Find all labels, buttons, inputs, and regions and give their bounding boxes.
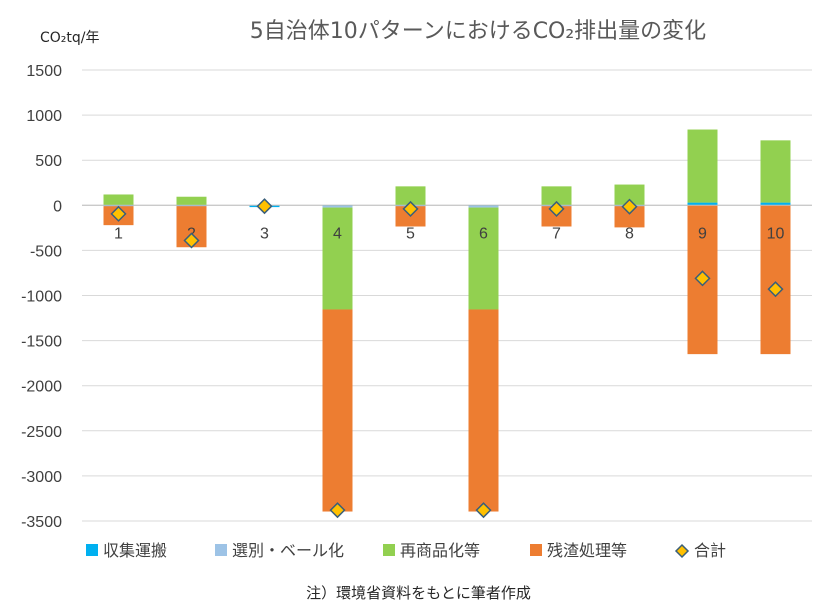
legend-swatch (215, 544, 227, 556)
bar-segment (687, 129, 718, 203)
x-tick-label: 10 (767, 225, 785, 242)
legend-swatch (674, 543, 690, 559)
x-tick-label: 9 (698, 225, 707, 242)
chart-title: 5自治体10パターンにおけるCO₂排出量の変化 (250, 19, 706, 44)
legend-swatch (383, 544, 395, 556)
y-tick-label: -1500 (21, 334, 62, 351)
y-tick-label: -3500 (21, 514, 62, 531)
bar-segment (468, 309, 499, 512)
total-marker (621, 198, 638, 215)
y-axis-label: CO₂tq/年 (40, 30, 100, 46)
source-note: 注）環境省資料をもとに筆者作成 (306, 584, 531, 602)
bar-segment (322, 309, 353, 512)
bar-segment (176, 196, 207, 206)
bar-segment (468, 207, 499, 310)
y-tick-label: -1000 (21, 289, 62, 306)
x-tick-label: 1 (114, 225, 123, 242)
total-marker (402, 200, 419, 217)
y-tick-label: -2500 (21, 424, 62, 441)
y-tick-label: 500 (35, 153, 62, 170)
x-tick-label: 3 (260, 225, 269, 242)
bar-segment (760, 140, 791, 203)
y-tick-label: 0 (53, 198, 62, 215)
legend-label: 残渣処理等 (547, 541, 627, 560)
bar-segment (541, 186, 572, 206)
x-tick-label: 5 (406, 225, 415, 242)
bar-segment (322, 205, 353, 208)
total-marker (475, 502, 492, 519)
legend-label: 再商品化等 (400, 541, 480, 560)
y-tick-label: -3000 (21, 469, 62, 486)
bar-segment (760, 202, 791, 206)
total-marker (767, 281, 784, 298)
bar-segment (395, 186, 426, 206)
bar-segment (103, 194, 134, 206)
total-marker (694, 270, 711, 287)
y-tick-label: 1500 (26, 63, 62, 80)
legend-label: 選別・ベール化 (232, 541, 344, 560)
y-axis-ticks: 1500 1000 500 0 -500 -1000 -1500 -2000 -2500 -300… (21, 63, 62, 531)
legend-swatch (86, 544, 98, 556)
total-marker (548, 200, 565, 217)
bar-segment (322, 207, 353, 310)
bar-segment (687, 202, 718, 206)
bar-segment (468, 205, 499, 208)
legend-label: 収集運搬 (103, 541, 167, 560)
legend: 収集運搬 選別・ベール化 再商品化等 残渣処理等 合計 (86, 541, 726, 560)
x-tick-label: 8 (625, 225, 634, 242)
x-tick-label: 7 (552, 225, 561, 242)
x-axis-labels: 12345678910 (114, 225, 784, 242)
legend-swatch (530, 544, 542, 556)
legend-label: 合計 (694, 541, 726, 560)
total-marker (329, 502, 346, 519)
x-tick-label: 6 (479, 225, 488, 242)
bar-segment (614, 184, 645, 206)
y-tick-label: 1000 (26, 108, 62, 125)
y-tick-label: -2000 (21, 379, 62, 396)
total-marker (256, 198, 273, 215)
gridlines (82, 69, 812, 522)
bars (103, 129, 791, 512)
y-tick-label: -500 (30, 243, 62, 260)
total-marker (183, 232, 200, 249)
bar-segment (614, 206, 645, 228)
bar-segment (760, 205, 791, 355)
total-marker (110, 205, 127, 222)
total-markers (110, 198, 784, 519)
x-tick-label: 4 (333, 225, 342, 242)
